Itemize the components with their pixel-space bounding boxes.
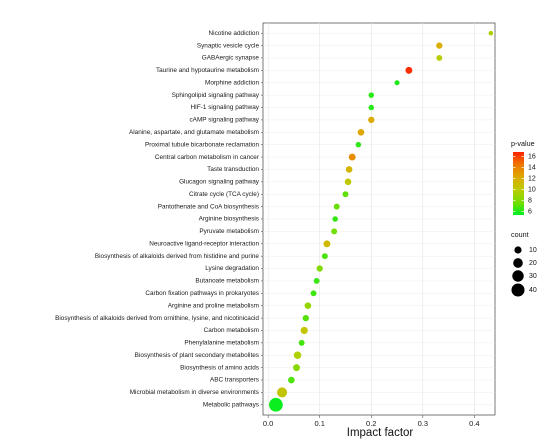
data-point (310, 290, 317, 297)
color-legend-label: 6 (528, 209, 532, 216)
data-point (331, 228, 338, 235)
data-point (368, 104, 375, 111)
data-point (357, 128, 365, 136)
y-tick-label: Taste transduction (207, 166, 259, 173)
y-tick-label: Synaptic vesicle cycle (197, 42, 260, 49)
data-point (323, 240, 331, 248)
x-axis-title: Impact factor (347, 427, 414, 439)
color-legend-bar (513, 152, 524, 215)
color-legend-label: 8 (528, 197, 532, 204)
y-tick-label: Biosynthesis of amino acids (180, 364, 259, 371)
y-axis: Nicotine addiction Synaptic vesicle cycle… (55, 30, 263, 408)
data-point (348, 153, 356, 161)
data-point (277, 387, 288, 398)
data-points (269, 30, 494, 412)
y-tick-label: Arginine and proline metabolism (168, 302, 259, 309)
y-tick-label: Arginine biosynthesis (199, 216, 259, 223)
y-tick-label: Biosynthesis of alkaloids derived from o… (55, 315, 259, 322)
y-tick-label: Morphine addiction (205, 79, 259, 86)
color-legend: p-value 6 8 10 12 14 16 (511, 139, 536, 216)
x-tick-label: 0.4 (469, 419, 479, 428)
x-axis: 0.0 0.1 0.2 0.3 0.4 (263, 415, 480, 428)
y-tick-label: HIF-1 signaling pathway (190, 104, 259, 111)
y-tick-label: Glucagon signaling pathway (179, 179, 260, 186)
size-legend: count 10 20 30 40 (511, 230, 537, 297)
color-legend-label: 10 (528, 186, 536, 193)
data-point (316, 265, 323, 272)
data-point (342, 191, 349, 198)
size-legend-circle (512, 270, 524, 282)
size-legend-label: 20 (529, 260, 537, 267)
data-point (288, 376, 295, 384)
y-tick-label: Butanoate metabolism (195, 278, 259, 285)
data-point (333, 203, 340, 210)
y-tick-label: Carbon metabolism (204, 327, 259, 334)
y-tick-label: Central carbon metabolism in cancer (155, 154, 260, 161)
data-point (302, 314, 309, 322)
data-point (344, 178, 352, 186)
x-tick-label: 0.1 (314, 419, 324, 428)
data-point (436, 42, 443, 49)
y-tick-label: Taurine and hypotaurine metabolism (156, 67, 259, 74)
data-point (405, 66, 413, 74)
data-point (345, 166, 353, 173)
size-legend-label: 10 (529, 247, 537, 254)
data-point (313, 277, 320, 284)
y-tick-label: cAMP signaling pathway (189, 117, 259, 124)
y-tick-label: Alanine, aspartate, and glutamate metabo… (129, 129, 259, 136)
size-legend-label: 40 (529, 287, 537, 294)
data-point (332, 216, 338, 222)
data-point (321, 253, 328, 260)
x-tick-label: 0.0 (263, 419, 273, 428)
data-point (488, 30, 494, 36)
data-point (368, 92, 375, 98)
y-tick-label: Biosynthesis of plant secondary metaboli… (135, 352, 259, 359)
y-tick-label: Nicotine addiction (209, 30, 260, 37)
y-tick-label: Proximal tubule bicarbonate reclamation (145, 141, 259, 148)
y-tick-label: Lysine degradation (205, 265, 259, 272)
data-point (300, 326, 308, 335)
data-point (355, 141, 362, 148)
data-point (436, 55, 443, 61)
size-legend-label: 30 (529, 273, 537, 280)
data-point (368, 116, 375, 124)
color-legend-label: 16 (528, 153, 536, 160)
data-point (304, 302, 312, 310)
y-tick-label: Neuroactive ligand-receptor interaction (149, 240, 259, 247)
x-tick-label: 0.2 (366, 419, 376, 428)
x-tick-label: 0.3 (418, 419, 428, 428)
y-tick-label: Sphingolipid signaling pathway (172, 92, 260, 99)
y-tick-label: ABC transporters (210, 377, 259, 384)
color-legend-label: 14 (528, 164, 536, 171)
y-tick-label: Microbial metabolism in diverse environm… (130, 389, 259, 396)
color-legend-title: p-value (511, 139, 535, 148)
data-point (293, 351, 302, 360)
y-tick-label: Pyruvate metabolism (199, 228, 259, 235)
y-tick-label: Biosynthesis of alkaloids derived from h… (95, 253, 260, 260)
size-legend-circle (514, 246, 522, 254)
y-tick-label: Pantothenate and CoA biosynthesis (158, 203, 259, 210)
y-tick-label: GABAergic synapse (202, 55, 260, 62)
size-legend-title: count (511, 230, 529, 239)
data-point (269, 397, 283, 412)
size-legend-circle (513, 258, 523, 268)
plot-area (262, 22, 496, 416)
color-legend-label: 12 (528, 175, 536, 182)
size-legend-circle (511, 283, 525, 297)
y-tick-label: Carbon fixation pathways in prokaryotes (145, 290, 259, 297)
y-tick-label: Metabolic pathways (203, 401, 259, 408)
y-tick-label: Phenylalanine metabolism (184, 340, 259, 347)
data-point (298, 339, 305, 346)
y-tick-label: Citrate cycle (TCA cycle) (189, 191, 259, 198)
data-point (394, 80, 400, 86)
data-point (293, 364, 300, 372)
